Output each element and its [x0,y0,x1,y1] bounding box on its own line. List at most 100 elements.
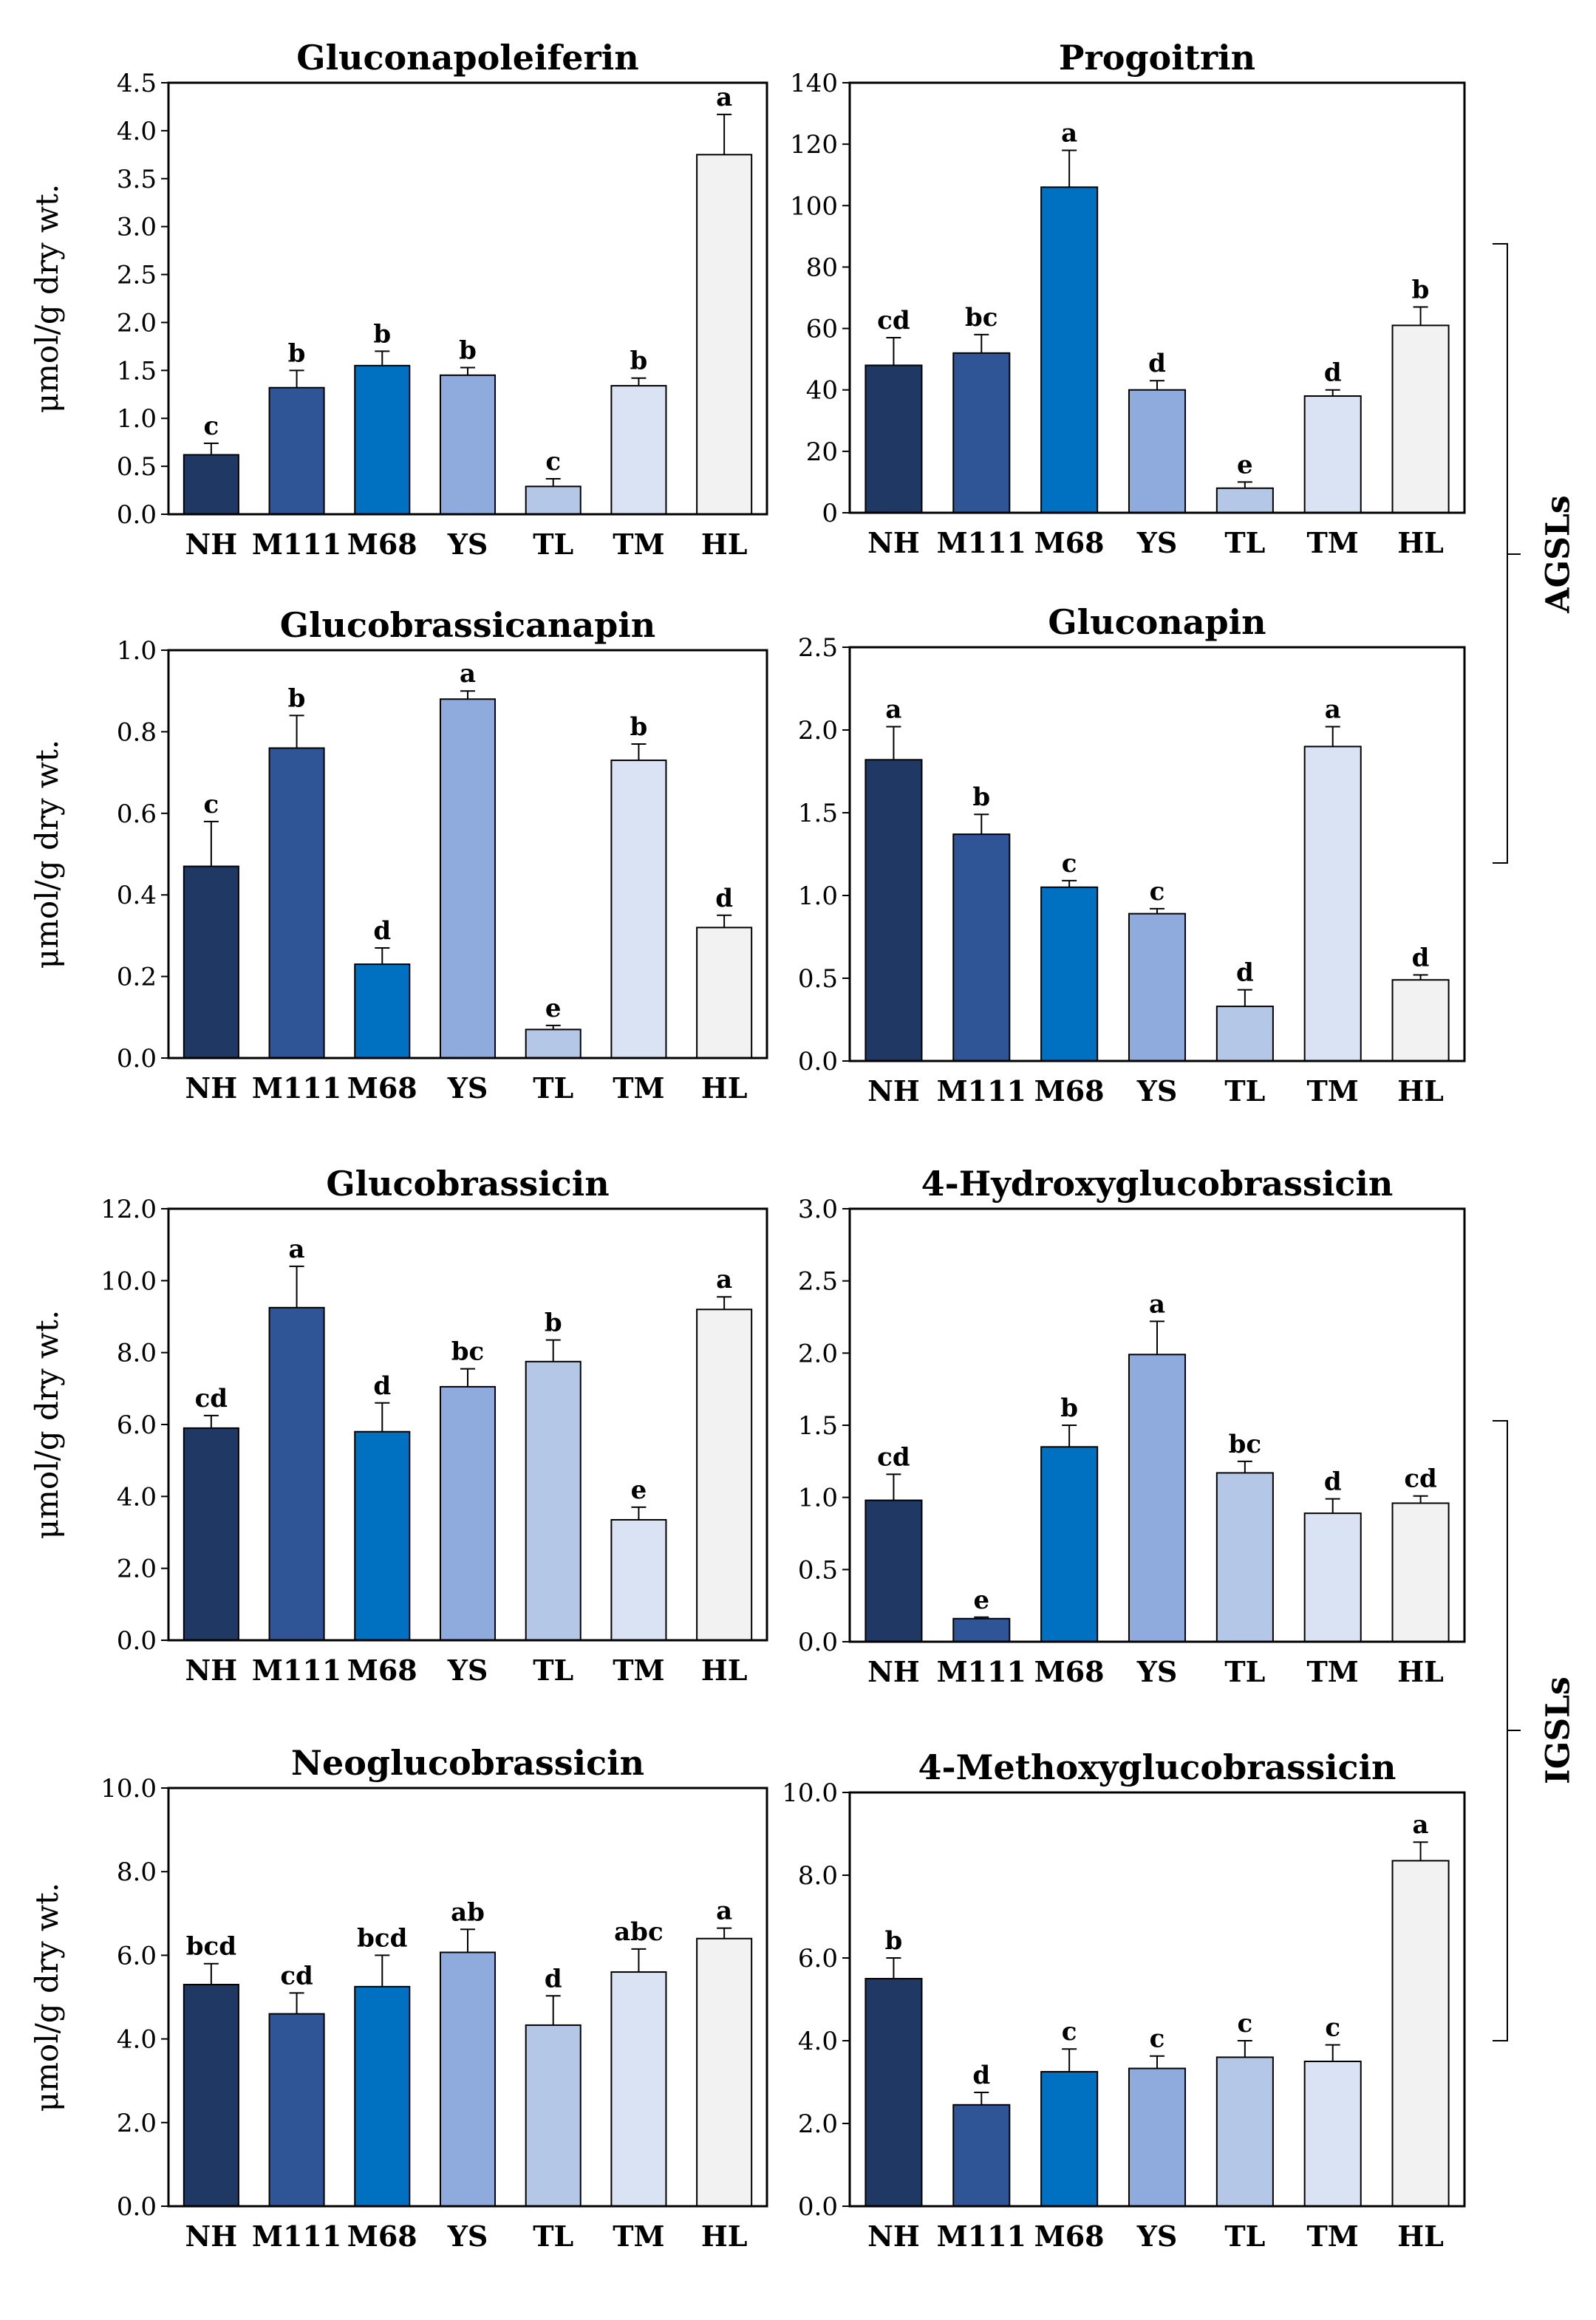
y-tick-label: 3.5 [117,165,157,194]
significance-letter: d [1324,1467,1342,1497]
significance-letter: bc [965,303,998,332]
significance-letter: cd [280,1961,313,1990]
x-tick-label: YS [1136,2220,1178,2253]
significance-letter: e [1237,450,1253,480]
y-tick-label: 1.5 [798,799,838,828]
y-tick-label: 10.0 [100,1774,157,1804]
x-tick-label: NH [185,2220,238,2253]
x-tick-label: HL [1397,1074,1444,1108]
bar-m111 [268,1306,325,1642]
x-tick-label: M111 [252,1071,341,1105]
chart-glucobrassicanapin: Glucobrassicanapin 0.0 0.2 0.4 0.6 0.8 1.0 μmol… [29,605,768,1105]
significance-letter: b [373,319,391,349]
y-tick-label: 0.5 [798,1555,838,1585]
bar-nh [183,1427,239,1642]
x-tick-label: M111 [937,2220,1026,2253]
x-tick-label: HL [1397,1655,1444,1688]
plot-frame [848,646,1466,1062]
x-tick-label: M68 [1034,1655,1105,1688]
y-tick-label: 140 [790,69,838,98]
y-tick-label: 2.5 [798,1267,838,1297]
y-tick-label: 2.0 [798,1339,838,1368]
x-tick-label: TM [1307,1655,1359,1688]
x-tick-label: HL [701,1654,748,1687]
x-tick-label: NH [867,1074,920,1108]
y-tick-label: 1.0 [117,636,157,666]
significance-letter: ab [451,1897,485,1927]
significance-letter: bcd [357,1923,407,1953]
significance-letter: d [1236,958,1254,988]
significance-letter: abc [614,1917,664,1947]
plot-frame [167,1207,768,1642]
chart-4-methoxyglucobrassicin: 4-Methoxyglucobrassicin 0.0 2.0 4.0 6.0 8.0 10… [782,1747,1466,2253]
y-tick-label: 1.0 [798,1484,838,1513]
x-tick-label: M68 [1034,2220,1105,2253]
plot-frame [848,1207,1466,1643]
x-tick-label: TL [1224,1074,1265,1108]
bar-m68 [1040,886,1099,1062]
x-tick-label: NH [185,1654,238,1687]
y-tick-label: 2.0 [117,2109,157,2138]
chart-title: Glucobrassicanapin [280,605,656,645]
y-tick-label: 1.0 [117,404,157,434]
x-tick-label: M68 [347,2220,417,2253]
chart-title: Gluconapin [1048,602,1266,642]
x-tick-label: TL [1224,2220,1265,2253]
bar-tl [1215,487,1274,514]
y-tick-label: 4.0 [117,117,157,146]
significance-letter: a [289,1235,305,1264]
bar-tl [525,1360,582,1642]
bar-tm [610,1518,667,1641]
significance-letter: a [460,659,476,689]
y-tick-label: 1.5 [798,1411,838,1441]
bar-tl [525,485,582,515]
significance-letter: c [1062,2017,1077,2047]
significance-letter: e [631,1475,647,1505]
significance-letter: b [630,347,648,376]
x-tick-label: TM [1307,2220,1359,2253]
igsl-bracket [1493,1420,1521,2041]
y-tick-label: 0.5 [117,452,157,482]
x-tick-label: TL [1224,1655,1265,1688]
chart-title: Progoitrin [1059,38,1255,78]
bar-tm [1303,1512,1362,1642]
y-tick-label: 80 [806,253,838,282]
chart-progoitrin: Progoitrin 0 20 40 60 80 100 120 140 cd NH bc M111 a M… [790,38,1466,559]
bar-tl [1215,1472,1274,1642]
bar-tl [525,2024,582,2208]
significance-letter: b [545,1309,562,1338]
significance-letter: e [973,1586,989,1615]
bar-tm [610,385,667,515]
bar-m68 [1040,186,1099,514]
significance-letter: c [1325,2013,1340,2043]
significance-letter: b [459,335,477,365]
plot-frame [167,1787,768,2208]
y-tick-label: 8.0 [117,1857,157,1887]
bar-m111 [952,1617,1011,1642]
x-tick-label: HL [1397,2220,1444,2253]
y-tick-label: 8.0 [798,1861,838,1891]
y-tick-label: 40 [806,376,838,406]
significance-letter: b [972,782,990,812]
bar-ys [439,698,497,1059]
y-tick-label: 0.4 [117,881,157,910]
y-tick-label: 100 [790,191,838,221]
chart-neoglucobrassicin: Neoglucobrassicin 0.0 2.0 4.0 6.0 8.0 10.0 μmol… [29,1743,768,2253]
x-tick-label: HL [701,2220,748,2253]
bar-m68 [1040,1446,1099,1643]
y-tick-label: 0.8 [117,717,157,747]
bar-nh [864,364,923,514]
bar-hl [696,154,753,515]
y-axis-label: μmol/g dry wt. [29,740,65,969]
y-tick-label: 0.0 [117,500,157,530]
agsl-group-label: AGSLs [1540,495,1578,613]
y-axis-label: μmol/g dry wt. [29,1883,65,2112]
significance-letter: a [885,695,901,725]
y-tick-label: 0.6 [117,799,157,829]
significance-letter: bc [1229,1430,1261,1459]
significance-letter: b [885,1926,903,1956]
significance-letter: d [545,1964,562,1993]
y-tick-label: 0.5 [798,964,838,994]
significance-letter: d [715,884,733,913]
